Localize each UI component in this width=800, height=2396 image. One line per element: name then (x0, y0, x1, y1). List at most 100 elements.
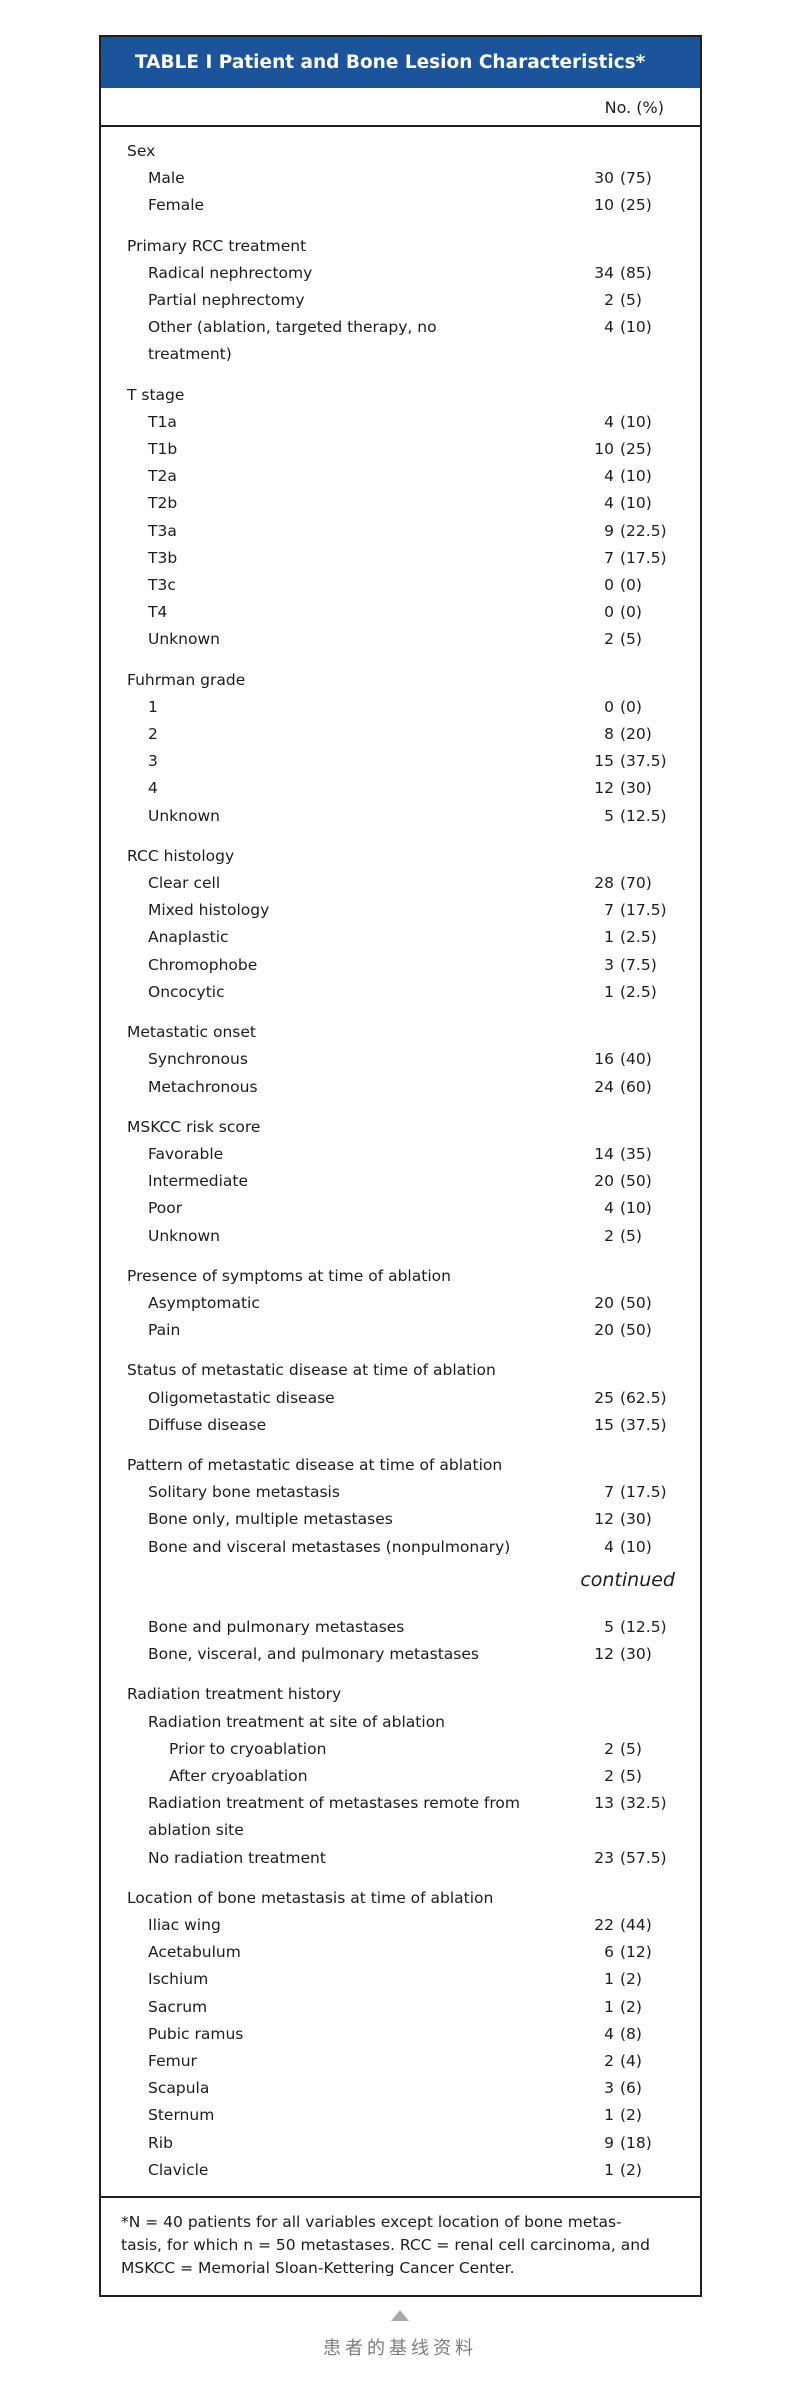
value-count: 4 (604, 2024, 614, 2043)
value-percent: (5) (620, 1739, 642, 1758)
row-label: Asymptomatic (148, 1293, 260, 1312)
table-section: RCC histology Clear cell 28 (70) Mixed histo… (101, 843, 700, 1006)
value-percent: (17.5) (620, 1483, 667, 1502)
row-value: 4 (10) (530, 409, 700, 436)
row-label: Oncocytic (148, 982, 225, 1001)
value-percent: (10) (620, 494, 652, 513)
value-percent: (2) (620, 1997, 642, 2016)
value-count: 1 (604, 982, 614, 1001)
collapse-triangle-icon[interactable] (391, 2310, 409, 2321)
value-percent: (5) (620, 1766, 642, 1785)
table-section: Sex Male 30 (75) Female 10 (25) (101, 138, 700, 220)
row-value: 12 (30) (530, 1641, 700, 1668)
table-row: 2 8 (20) (101, 721, 700, 748)
value-count: 1 (604, 1997, 614, 2016)
value-count: 6 (604, 1943, 614, 1962)
table-row: Clavicle 1 (2) (101, 2157, 700, 2184)
table-row: 3 15 (37.5) (101, 748, 700, 775)
table-row: T3c 0 (0) (101, 572, 700, 599)
table-row: Unknown 2 (5) (101, 1223, 700, 1250)
row-value: 23 (57.5) (530, 1845, 700, 1872)
value-percent: (37.5) (620, 1415, 667, 1434)
table-section: Metastatic onset Synchronous 16 (40) Metachr… (101, 1019, 700, 1101)
table-row: Prior to cryoablation 2 (5) (101, 1736, 700, 1763)
table-row: Oncocytic 1 (2.5) (101, 979, 700, 1006)
value-percent: (75) (620, 169, 652, 188)
row-value: 5 (12.5) (530, 803, 700, 830)
table-section: Status of metastatic disease at time of … (101, 1357, 700, 1439)
row-value: 2 (5) (530, 1736, 700, 1763)
row-value: 34 (85) (530, 260, 700, 287)
row-value: 2 (5) (530, 626, 700, 653)
row-label: Sternum (148, 2106, 215, 2125)
value-count: 20 (594, 1293, 614, 1312)
value-count: 9 (604, 521, 614, 540)
row-label: T3c (148, 576, 176, 595)
row-value: 2 (5) (530, 287, 700, 314)
table-row: Radical nephrectomy 34 (85) (101, 260, 700, 287)
row-value: 20 (50) (530, 1317, 700, 1344)
row-value: 12 (30) (530, 775, 700, 802)
table-row: 1 0 (0) (101, 694, 700, 721)
value-count: 34 (594, 263, 614, 282)
value-count: 1 (604, 928, 614, 947)
row-label: 4 (148, 779, 158, 798)
column-header-no-pct: No. (%) (604, 98, 664, 117)
value-percent: (0) (620, 576, 642, 595)
value-count: 4 (604, 494, 614, 513)
value-percent: (10) (620, 1199, 652, 1218)
value-percent: (25) (620, 440, 652, 459)
row-label: Pain (148, 1321, 181, 1340)
row-label: Radiation treatment at site of ablation (148, 1712, 445, 1731)
value-percent: (5) (620, 1226, 642, 1245)
row-value: 1 (2.5) (530, 924, 700, 951)
row-label: Mixed histology (148, 901, 270, 920)
section-header-label: Radiation treatment history (127, 1685, 342, 1704)
row-label: Clear cell (148, 874, 221, 893)
row-label: T2a (148, 467, 177, 486)
table-row: Pain 20 (50) (101, 1317, 700, 1344)
row-label: Sacrum (148, 1997, 208, 2016)
row-value: 20 (50) (530, 1168, 700, 1195)
value-count: 4 (604, 1199, 614, 1218)
value-percent: (7.5) (620, 955, 657, 974)
table-row: Iliac wing 22 (44) (101, 1912, 700, 1939)
row-value: 3 (6) (530, 2075, 700, 2102)
section-header-label: RCC histology (127, 846, 235, 865)
row-label: Clavicle (148, 2160, 209, 2179)
row-label: No radiation treatment (148, 1848, 326, 1867)
table-row: Pubic ramus 4 (8) (101, 2021, 700, 2048)
table-footnote: *N = 40 patients for all variables excep… (101, 2196, 700, 2295)
section-header-label: Sex (127, 142, 156, 160)
row-value: 0 (0) (530, 572, 700, 599)
value-count: 7 (604, 901, 614, 920)
table-section: Primary RCC treatment Radical nephrectomy… (101, 233, 700, 369)
row-value: 2 (5) (530, 1223, 700, 1250)
table-section: Radiation treatment history Radiation tre… (101, 1681, 700, 1871)
value-count: 25 (594, 1388, 614, 1407)
value-percent: (2) (620, 2160, 642, 2179)
table-row: Anaplastic 1 (2.5) (101, 924, 700, 951)
value-percent: (20) (620, 725, 652, 744)
table-row: Femur 2 (4) (101, 2048, 700, 2075)
table-row: Partial nephrectomy 2 (5) (101, 287, 700, 314)
table-section: Pattern of metastatic disease at time of… (101, 1452, 700, 1561)
value-count: 22 (594, 1915, 614, 1934)
table-row: No radiation treatment 23 (57.5) (101, 1845, 700, 1872)
value-count: 28 (594, 874, 614, 893)
table-row: Scapula 3 (6) (101, 2075, 700, 2102)
table-row: Ischium 1 (2) (101, 1966, 700, 1993)
footnote-line: tasis, for which n = 50 metastases. RCC … (121, 2236, 650, 2255)
value-percent: (40) (620, 1050, 652, 1069)
row-label: Bone and pulmonary metastases (148, 1617, 405, 1636)
section-header-row: RCC histology (101, 843, 700, 870)
value-percent: (2.5) (620, 928, 657, 947)
value-percent: (30) (620, 779, 652, 798)
table-row: Bone and visceral metastases (nonpulmona… (101, 1534, 700, 1561)
row-value: 4 (10) (530, 463, 700, 490)
table-row: Unknown 5 (12.5) (101, 803, 700, 830)
table-row: Acetabulum 6 (12) (101, 1939, 700, 1966)
section-header-label: Fuhrman grade (127, 670, 246, 689)
value-count: 3 (604, 955, 614, 974)
row-value: 7 (17.5) (530, 897, 700, 924)
